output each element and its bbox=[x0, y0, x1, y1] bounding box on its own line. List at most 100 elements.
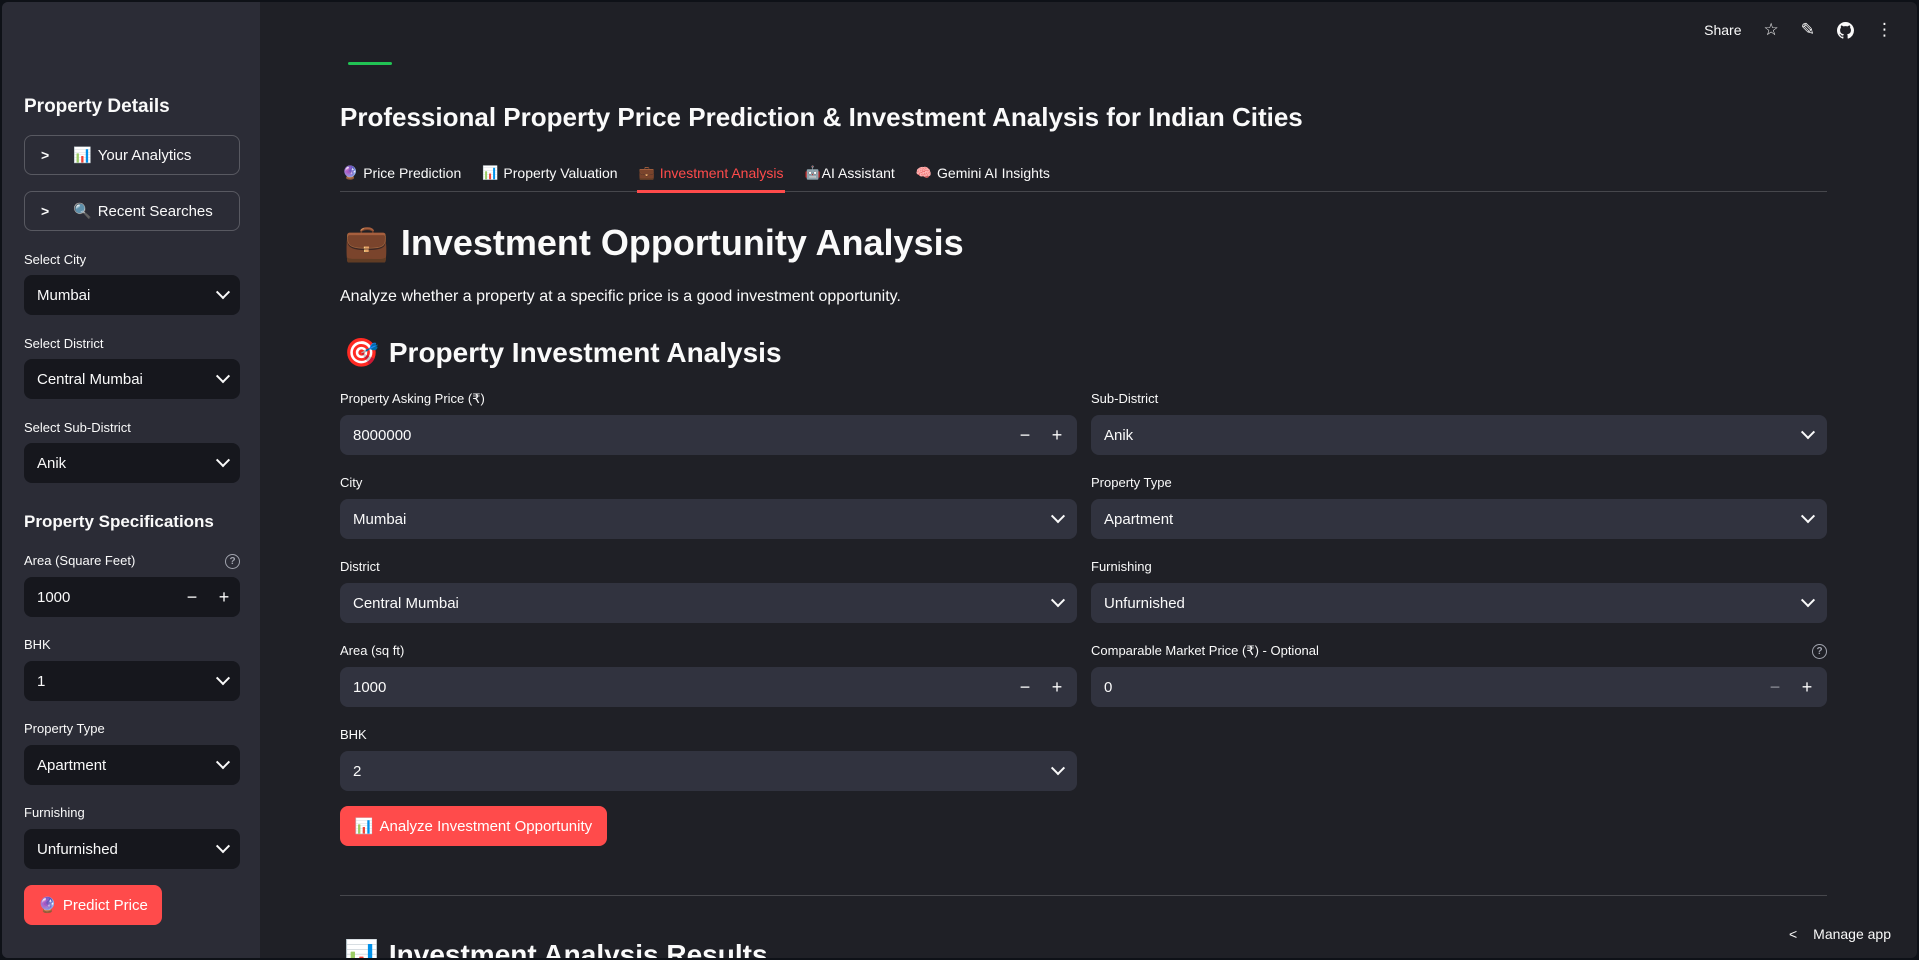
chevron-down-icon bbox=[1050, 593, 1066, 608]
comparable-price-input[interactable]: 0 − + bbox=[1091, 667, 1827, 707]
sub-district-value: Anik bbox=[1104, 426, 1134, 444]
chevron-right-icon: > bbox=[41, 203, 50, 219]
chart-icon: 📊 bbox=[354, 818, 374, 835]
decrement-button[interactable]: − bbox=[1769, 676, 1781, 697]
sub-district-label: Sub-District bbox=[1091, 391, 1159, 406]
increment-button[interactable]: + bbox=[1051, 676, 1063, 697]
area-number-input[interactable]: 1000 − + bbox=[340, 667, 1077, 707]
property-type-value: Apartment bbox=[37, 756, 107, 774]
tab-price-prediction[interactable]: 🔮 Price Prediction bbox=[340, 154, 463, 192]
section-heading-text: Property Investment Analysis bbox=[388, 336, 782, 368]
asking-price-input[interactable]: 8000000 − + bbox=[340, 415, 1077, 455]
manage-app-button[interactable]: < Manage app bbox=[1789, 926, 1891, 942]
area-label: Area (sq ft) bbox=[340, 643, 405, 658]
analyze-investment-label: Analyze Investment Opportunity bbox=[379, 817, 593, 835]
decrement-button[interactable]: − bbox=[1019, 676, 1031, 697]
increment-button[interactable]: + bbox=[1051, 424, 1063, 445]
tab-gemini-insights[interactable]: 🧠 Gemini AI Insights bbox=[914, 154, 1052, 192]
edit-icon[interactable]: ✎ bbox=[1800, 20, 1815, 39]
magnifier-icon: 🔍 bbox=[73, 203, 92, 220]
chart-icon: 📊 bbox=[344, 939, 379, 958]
predict-price-button[interactable]: 🔮 Predict Price bbox=[24, 885, 162, 925]
tab-label: Property Valuation bbox=[503, 165, 618, 181]
chevron-down-icon bbox=[215, 369, 231, 384]
header-decoration bbox=[348, 62, 392, 65]
comparable-price-label: Comparable Market Price (₹) - Optional bbox=[1091, 643, 1319, 658]
tab-bar: 🔮 Price Prediction 📊 Property Valuation … bbox=[340, 154, 1827, 193]
property-type-dropdown[interactable]: Apartment bbox=[1091, 499, 1827, 539]
furnishing-value: Unfurnished bbox=[1104, 594, 1185, 612]
chevron-down-icon bbox=[1800, 425, 1816, 440]
decrement-button[interactable]: − bbox=[186, 586, 198, 607]
tab-investment-analysis[interactable]: 💼 Investment Analysis bbox=[636, 154, 786, 193]
area-number-input[interactable]: 1000 − + bbox=[24, 577, 240, 617]
district-dropdown[interactable]: Central Mumbai bbox=[340, 583, 1077, 623]
expander-recent-searches[interactable]: > 🔍 Recent Searches bbox=[24, 191, 240, 231]
tab-label: Gemini AI Insights bbox=[937, 165, 1050, 181]
manage-app-label: Manage app bbox=[1813, 926, 1891, 942]
asking-price-label: Property Asking Price (₹) bbox=[340, 391, 485, 406]
bhk-dropdown[interactable]: 2 bbox=[340, 751, 1077, 791]
comparable-price-value[interactable]: 0 bbox=[1104, 678, 1113, 696]
chevron-down-icon bbox=[215, 671, 231, 686]
tab-ai-assistant[interactable]: 🤖 AI Assistant bbox=[802, 154, 896, 192]
select-city-dropdown[interactable]: Mumbai bbox=[24, 275, 240, 315]
area-value[interactable]: 1000 bbox=[37, 588, 71, 606]
chevron-down-icon bbox=[215, 285, 231, 300]
select-district-label: Select District bbox=[24, 336, 104, 351]
area-value[interactable]: 1000 bbox=[353, 678, 387, 696]
furnishing-label: Furnishing bbox=[24, 805, 85, 820]
sidebar: Property Details > 📊 Your Analytics > 🔍 … bbox=[2, 2, 260, 958]
select-subdistrict-label: Select Sub-District bbox=[24, 420, 131, 435]
area-label: Area (Square Feet) bbox=[24, 553, 136, 568]
property-type-label: Property Type bbox=[1091, 475, 1172, 490]
expander-your-analytics[interactable]: > 📊 Your Analytics bbox=[24, 135, 240, 175]
tab-property-valuation[interactable]: 📊 Property Valuation bbox=[480, 154, 619, 192]
select-district-dropdown[interactable]: Central Mumbai bbox=[24, 359, 240, 399]
star-icon[interactable]: ☆ bbox=[1763, 20, 1779, 39]
property-type-dropdown[interactable]: Apartment bbox=[24, 745, 240, 785]
select-city-label: Select City bbox=[24, 252, 87, 267]
chevron-right-icon: > bbox=[41, 147, 50, 163]
city-value: Mumbai bbox=[353, 510, 407, 528]
more-options-icon[interactable]: ⋮ bbox=[1876, 20, 1893, 39]
predict-price-label: Predict Price bbox=[62, 896, 148, 914]
select-subdistrict-dropdown[interactable]: Anik bbox=[24, 443, 240, 483]
briefcase-icon: 💼 bbox=[638, 165, 655, 180]
sub-district-dropdown[interactable]: Anik bbox=[1091, 415, 1827, 455]
robot-icon: 🤖 bbox=[804, 165, 821, 180]
city-dropdown[interactable]: Mumbai bbox=[340, 499, 1077, 539]
share-button[interactable]: Share bbox=[1704, 22, 1742, 38]
furnishing-dropdown[interactable]: Unfurnished bbox=[24, 829, 240, 869]
furnishing-dropdown[interactable]: Unfurnished bbox=[1091, 583, 1827, 623]
github-icon[interactable] bbox=[1837, 21, 1854, 39]
chart-icon: 📊 bbox=[482, 165, 499, 180]
bhk-dropdown[interactable]: 1 bbox=[24, 661, 240, 701]
increment-button[interactable]: + bbox=[218, 586, 230, 607]
property-type-value: Apartment bbox=[1104, 510, 1174, 528]
property-type-label: Property Type bbox=[24, 721, 105, 736]
briefcase-icon: 💼 bbox=[344, 222, 389, 263]
chevron-left-icon: < bbox=[1788, 926, 1798, 942]
city-label: City bbox=[340, 475, 363, 490]
asking-price-value[interactable]: 8000000 bbox=[353, 426, 412, 444]
tab-label: Investment Analysis bbox=[659, 165, 784, 181]
tab-label: AI Assistant bbox=[821, 165, 895, 181]
select-subdistrict-value: Anik bbox=[37, 454, 67, 472]
bhk-label: BHK bbox=[340, 727, 367, 742]
help-icon[interactable]: ? bbox=[1812, 644, 1827, 659]
help-icon[interactable]: ? bbox=[225, 554, 240, 569]
select-city-value: Mumbai bbox=[37, 286, 91, 304]
bhk-value: 1 bbox=[37, 672, 46, 690]
chevron-down-icon bbox=[1050, 509, 1066, 524]
furnishing-label: Furnishing bbox=[1091, 559, 1152, 574]
results-heading: 📊 Investment Analysis Results bbox=[344, 938, 768, 959]
heading-text: Investment Opportunity Analysis bbox=[400, 222, 964, 263]
furnishing-value: Unfurnished bbox=[37, 840, 118, 858]
analyze-investment-button[interactable]: 📊 Analyze Investment Opportunity bbox=[340, 806, 607, 846]
top-toolbar: Share ☆ ✎ ⋮ bbox=[1704, 20, 1893, 40]
decrement-button[interactable]: − bbox=[1019, 424, 1031, 445]
bhk-label: BHK bbox=[24, 637, 51, 652]
chevron-down-icon bbox=[215, 839, 231, 854]
increment-button[interactable]: + bbox=[1801, 676, 1813, 697]
